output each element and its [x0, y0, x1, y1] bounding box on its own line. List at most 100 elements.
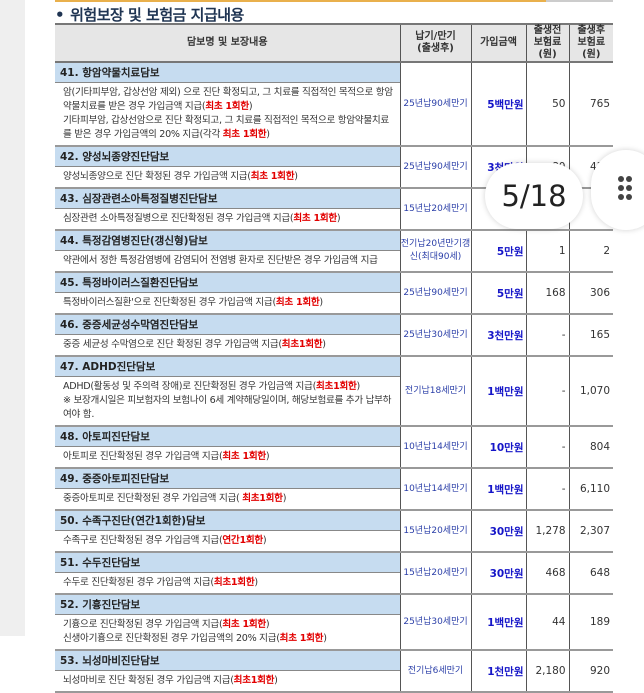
header-amount: 가입금액	[471, 23, 527, 63]
coverage-cell: 50. 수족구진단(연간1회한)담보 수족구로 진단확정된 경우 가입금액 지급(…	[55, 510, 401, 553]
coverage-title: 50. 수족구진단(연간1회한)담보	[55, 511, 400, 531]
table-body: 41. 항암약물치료담보 암(기타피부암, 갑상선암 제외) 으로 진단 확정되고…	[55, 62, 613, 693]
coverage-cell: 47. ADHD진단담보 ADHD(활동성 및 주의력 장애)로 진단확정된 경우…	[55, 356, 401, 427]
coverage-title: 51. 수두진단담보	[55, 553, 400, 573]
description-text: 신생아기흉으로 진단확정된 경우 가입금액의 20% 지급(	[63, 633, 280, 644]
header-term: 납기/만기 (출생후)	[400, 23, 472, 63]
term-cell: 25년납90세만기	[400, 272, 472, 315]
description-text: )	[248, 101, 253, 112]
coverage-description: 심장관련 소아특정질병으로 진단확정된 경우 가입금액 지급(최초 1회한)	[55, 209, 400, 229]
description-text: 수족구로 진단확정된 경우 가입금액 지급(	[63, 535, 223, 546]
premium-post-cell: 189	[569, 594, 613, 651]
term-cell: 25년납30세만기	[400, 594, 472, 651]
amount-cell: 5만원	[471, 230, 527, 273]
limit-highlight: 최초1회한	[213, 577, 255, 588]
coverage-description: 수두로 진단확정된 경우 가입금액 지급(최초1회한)	[55, 573, 400, 593]
premium-post-cell: 1,070	[569, 356, 613, 427]
limit-highlight: 최초1회한	[281, 339, 323, 350]
coverage-cell: 53. 뇌성마비진단담보 뇌성마비로 진단 확정된 경우 가입금액 지급(최초1회…	[55, 650, 401, 693]
menu-button[interactable]	[591, 150, 644, 230]
section-title: • 위험보장 및 보험금 지급내용	[55, 4, 244, 25]
premium-pre-cell: 1	[526, 230, 570, 273]
description-text: 특정바이러스질환'으로 진단확정된 경우 가입금액 지급(	[63, 297, 276, 308]
description-line: 기흉으로 진단확정된 경우 가입금액 지급(최초 1회한)	[63, 618, 396, 632]
coverage-title: 45. 특정바이러스질환진단담보	[55, 273, 400, 293]
coverage-table: 담보명 및 보장내용 납기/만기 (출생후) 가입금액 출생전 보험료(원) 출생후…	[55, 23, 613, 693]
premium-pre-cell: -	[526, 314, 570, 357]
header-pre-line2: 보험료(원)	[533, 37, 562, 60]
limit-highlight: 최초 1회한	[250, 171, 295, 182]
description-text: 뇌성마비로 진단 확정된 경우 가입금액 지급(	[63, 675, 234, 686]
table-row: 47. ADHD진단담보 ADHD(활동성 및 주의력 장애)로 진단확정된 경우…	[55, 356, 613, 427]
description-line: 뇌성마비로 진단 확정된 경우 가입금액 지급(최초1회한)	[63, 674, 396, 688]
table-row: 44. 특정감염병진단(갱신형)담보 약관에서 정한 특정감염병에 감염되어 전염…	[55, 230, 613, 273]
table-row: 53. 뇌성마비진단담보 뇌성마비로 진단 확정된 경우 가입금액 지급(최초1회…	[55, 650, 613, 693]
page-counter: 5/18	[485, 163, 583, 229]
amount-cell: 1백만원	[471, 468, 527, 511]
description-text: )	[294, 171, 298, 182]
header-pre-line1: 출생전	[533, 25, 562, 36]
description-line: 신생아기흉으로 진단확정된 경우 가입금액의 20% 지급(최초 1회한)	[63, 632, 396, 646]
description-line: 수두로 진단확정된 경우 가입금액 지급(최초1회한)	[63, 576, 396, 590]
grid-dots-icon	[618, 176, 634, 202]
term-cell: 15년납20세만기	[400, 188, 472, 231]
description-text: )	[262, 535, 267, 546]
term-cell: 25년납30세만기	[400, 314, 472, 357]
top-divider	[55, 0, 546, 2]
limit-highlight: 최초 1회한	[222, 619, 266, 630]
coverage-cell: 48. 아토피진단담보 아토피로 진단확정된 경우 가입금액 지급(최초 1회한)	[55, 426, 401, 469]
coverage-cell: 41. 항암약물치료담보 암(기타피부암, 갑상선암 제외) 으로 진단 확정되고…	[55, 62, 401, 147]
header-term-line1: 납기/만기	[415, 31, 456, 42]
description-text: ※ 보장개시일은 피보험자의 보험나이 6세 계약해당일이며, 해당보험료를 추…	[63, 395, 392, 420]
table-row: 48. 아토피진단담보 아토피로 진단확정된 경우 가입금액 지급(최초 1회한)…	[55, 426, 613, 469]
description-line: 특정바이러스질환'으로 진단확정된 경우 가입금액 지급(최초 1회한)	[63, 296, 396, 310]
term-cell: 15년납20세만기	[400, 552, 472, 595]
coverage-description: 양성뇌종양으로 진단 확정된 경우 가입금액 지급(최초 1회한)	[55, 167, 400, 187]
coverage-description: 뇌성마비로 진단 확정된 경우 가입금액 지급(최초1회한)	[55, 671, 400, 691]
description-text: 기흉으로 진단확정된 경우 가입금액 지급(	[63, 619, 223, 630]
coverage-description: 수족구로 진단확정된 경우 가입금액 지급(연간1회한)	[55, 531, 400, 551]
coverage-title: 46. 중증세균성수막염진단담보	[55, 315, 400, 335]
page-counter-text: 5/18	[501, 179, 567, 213]
premium-post-cell: 2,307	[569, 510, 613, 553]
premium-post-cell: 2	[569, 230, 613, 273]
description-line: 중증아토피로 진단확정된 경우 가입금액 지급( 최초1회한)	[63, 492, 396, 506]
coverage-description: 중증 세균성 수막염으로 진단 확정된 경우 가입금액 지급(최초1회한)	[55, 335, 400, 355]
term-cell: 전기납18세만기	[400, 356, 472, 427]
premium-pre-cell: 2,180	[526, 650, 570, 693]
amount-cell: 5만원	[471, 272, 527, 315]
amount-cell: 1천만원	[471, 650, 527, 693]
description-text: )	[336, 213, 341, 224]
description-line: 약관에서 정한 특정감염병에 감염되어 전염병 환자로 진단받은 경우 가입금액…	[63, 254, 396, 268]
description-text: 기타피부암, 갑상선암으로 진단 확정되고, 그 치료를 직접적인 목적으로 항…	[63, 115, 389, 140]
description-text: )	[266, 129, 270, 140]
description-text: )	[265, 451, 270, 462]
description-line: 아토피로 진단확정된 경우 가입금액 지급(최초 1회한)	[63, 450, 396, 464]
description-line: 중증 세균성 수막염으로 진단 확정된 경우 가입금액 지급(최초1회한)	[63, 338, 396, 352]
amount-cell: 10만원	[471, 426, 527, 469]
coverage-title: 52. 기흉진단담보	[55, 595, 400, 615]
description-text: 중증아토피로 진단확정된 경우 가입금액 지급(	[63, 493, 243, 504]
description-text: 약관에서 정한 특정감염병에 감염되어 전염병 환자로 진단받은 경우 가입금액…	[63, 255, 378, 266]
limit-highlight: 최초1회한	[316, 381, 357, 392]
description-text: )	[282, 493, 287, 504]
header-name: 담보명 및 보장내용	[55, 23, 401, 63]
amount-cell: 5백만원	[471, 62, 527, 147]
coverage-title: 42. 양성뇌종양진단담보	[55, 147, 400, 167]
term-cell: 25년납90세만기	[400, 62, 472, 147]
premium-pre-cell: 50	[526, 62, 570, 147]
amount-cell: 3천만원	[471, 314, 527, 357]
description-text: 심장관련 소아특정질병으로 진단확정된 경우 가입금액 지급(	[63, 213, 294, 224]
premium-pre-cell: -	[526, 426, 570, 469]
coverage-cell: 43. 심장관련소아특정질병진단담보 심장관련 소아특정질병으로 진단확정된 경우…	[55, 188, 401, 231]
premium-post-cell: 920	[569, 650, 613, 693]
table-header: 담보명 및 보장내용 납기/만기 (출생후) 가입금액 출생전 보험료(원) 출생후…	[55, 23, 613, 63]
coverage-cell: 42. 양성뇌종양진단담보 양성뇌종양으로 진단 확정된 경우 가입금액 지급(최…	[55, 146, 401, 189]
header-post: 출생후 보험료(원)	[569, 23, 613, 63]
header-post-line2: 보험료(원)	[577, 37, 606, 60]
premium-pre-cell: -	[526, 468, 570, 511]
